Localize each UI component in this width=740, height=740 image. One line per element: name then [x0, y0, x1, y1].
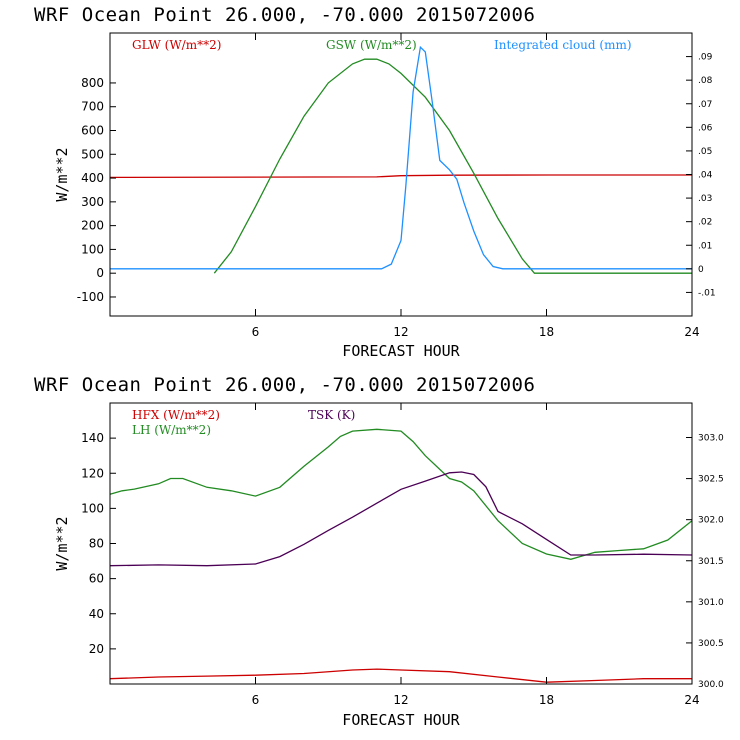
chart2-x-tick-label: 12	[393, 693, 408, 707]
chart1-x-tick-label: 6	[252, 325, 260, 339]
chart1-x-tick-label: 12	[393, 325, 408, 339]
chart1-y2-tick-label: .09	[698, 53, 713, 63]
chart1-y-tick-label: 400	[81, 171, 104, 185]
chart1-x-tick-label: 24	[684, 325, 699, 339]
chart1-y-tick-label: 100	[81, 242, 104, 256]
chart1-y2-tick-label: .03	[698, 194, 712, 204]
chart1-y-axis-title: W/m**2	[53, 147, 71, 201]
chart2-y2-tick-label: 301.0	[698, 598, 724, 608]
chart2-y2-tick-label: 300.0	[698, 680, 724, 690]
chart1-series-gsw-line	[213, 58, 692, 274]
chart2-y-tick-label: 80	[89, 537, 104, 551]
chart2-x-tick-label: 6	[252, 693, 260, 707]
chart1-y2-tick-label: .05	[698, 147, 712, 157]
chart1-y2-tick-label: 0	[698, 265, 704, 275]
chart2-series-tsk-line	[109, 471, 693, 567]
chart2-y-tick-label: 140	[81, 431, 104, 445]
chart2-y-tick-label: 120	[81, 466, 104, 480]
chart1-y2-tick-label: .07	[698, 100, 712, 110]
chart1-y2-tick-label: .04	[698, 171, 713, 181]
chart2-title: WRF Ocean Point 26.000, -70.000 20150720…	[34, 374, 535, 396]
chart1-x-axis-title: FORECAST HOUR	[342, 342, 460, 360]
chart1-y-tick-label: 800	[81, 76, 104, 90]
chart1-x-tick-label: 18	[539, 325, 554, 339]
chart1-y-tick-label: 200	[81, 219, 104, 233]
chart1-y2-tick-label: .02	[698, 218, 712, 228]
chart2-y2-tick-label: 303.0	[698, 434, 724, 444]
chart2-y-tick-label: 60	[89, 572, 104, 586]
chart2-x-tick-label: 24	[684, 693, 699, 707]
chart1-y-tick-label: -100	[77, 290, 104, 304]
chart1-y2-tick-label: .08	[698, 76, 713, 86]
chart2-y-axis-title: W/m**2	[53, 516, 71, 570]
chart1-series-glw-line	[109, 174, 692, 179]
chart2-y-tick-label: 20	[89, 642, 104, 656]
chart1-y-tick-label: 700	[81, 100, 104, 114]
chart1-series-integrated-line	[110, 45, 692, 270]
chart1-y-tick-label: 600	[81, 124, 104, 138]
chart2-legend-lh: LH (W/m**2)	[132, 423, 211, 437]
chart1-title: WRF Ocean Point 26.000, -70.000 20150720…	[34, 4, 535, 26]
chart2-y-tick-label: 100	[81, 501, 104, 515]
chart2-plot-frame	[109, 402, 693, 685]
chart1-y-tick-label: 300	[81, 195, 104, 209]
chart2-series-hfx-line	[109, 668, 692, 683]
chart2-legend-tsk: TSK (K)	[308, 408, 355, 422]
chart1-legend-glw: GLW (W/m**2)	[132, 38, 221, 52]
chart2-y2-tick-label: 302.5	[698, 475, 724, 485]
chart1-y2-tick-label: .01	[698, 241, 712, 251]
chart2-y-tick-label: 40	[89, 607, 104, 621]
chart1-y2-tick-label: .06	[698, 123, 713, 133]
chart1-legend-gsw: GSW (W/m**2)	[326, 38, 417, 52]
chart2-x-tick-label: 18	[539, 693, 554, 707]
chart2-y2-tick-label: 300.5	[698, 639, 724, 649]
chart2-series-lh-line	[109, 428, 693, 560]
chart2-x-axis-title: FORECAST HOUR	[342, 711, 460, 729]
chart1-y2-tick-label: -.01	[698, 288, 716, 298]
chart2-legend-hfx: HFX (W/m**2)	[132, 408, 220, 422]
chart2-y2-tick-label: 302.0	[698, 516, 724, 526]
chart1-legend-integrated: Integrated cloud (mm)	[494, 38, 632, 52]
chart1-y-tick-label: 0	[96, 266, 104, 280]
chart2-y2-tick-label: 301.5	[698, 557, 724, 567]
chart1-y-tick-label: 500	[81, 147, 104, 161]
